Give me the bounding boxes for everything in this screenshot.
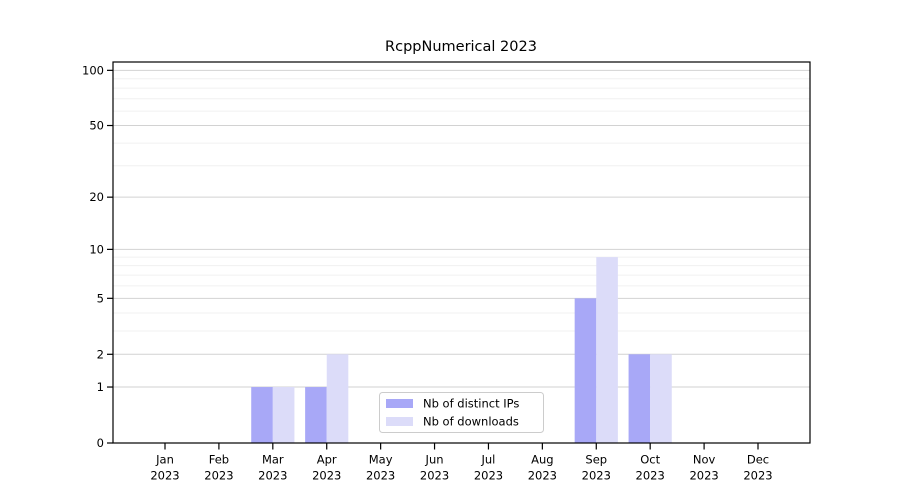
x-tick-sublabel-oct: 2023	[636, 469, 665, 483]
bar-mar-downloads	[272, 387, 295, 443]
y-tick-label-5: 5	[97, 291, 104, 305]
legend-label-distinct-ips: Nb of distinct IPs	[423, 397, 519, 411]
x-tick-sublabel-jan: 2023	[150, 469, 179, 483]
x-tick-sublabel-feb: 2023	[204, 469, 233, 483]
bar-sep-downloads	[596, 257, 618, 443]
y-tick-label-0: 0	[97, 436, 104, 450]
x-axis: Jan 2023 Feb 2023 Mar 2023 Apr 2023 May 2023 Jun 20…	[150, 443, 773, 483]
y-axis: 0 1 2 5 10 20 50 100	[82, 63, 113, 450]
x-tick-label-may: May	[369, 453, 393, 467]
x-tick-sublabel-dec: 2023	[743, 469, 772, 483]
x-tick-label-mar: Mar	[262, 453, 284, 467]
major-gridlines	[113, 69, 810, 388]
bar-mar-distinct-ips	[251, 387, 273, 443]
y-tick-label-1: 1	[97, 380, 104, 394]
x-tick-sublabel-apr: 2023	[312, 469, 341, 483]
x-tick-label-dec: Dec	[747, 453, 769, 467]
y-tick-label-100: 100	[82, 63, 104, 77]
bar-oct-downloads	[650, 354, 672, 443]
x-tick-label-aug: Aug	[531, 453, 553, 467]
legend-box	[379, 392, 544, 433]
x-tick-sublabel-jun: 2023	[420, 469, 449, 483]
x-tick-label-jan: Jan	[155, 453, 174, 467]
plot-border	[112, 61, 811, 444]
x-tick-sublabel-aug: 2023	[528, 469, 557, 483]
bar-sep-distinct-ips	[574, 298, 597, 443]
x-tick-sublabel-sep: 2023	[582, 469, 611, 483]
bar-apr-downloads	[326, 354, 349, 443]
y-tick-label-10: 10	[89, 242, 104, 256]
legend-swatch-downloads	[386, 417, 413, 426]
legend-label-downloads: Nb of downloads	[423, 415, 519, 429]
x-tick-label-apr: Apr	[317, 453, 337, 467]
x-tick-sublabel-jul: 2023	[474, 469, 503, 483]
x-tick-sublabel-mar: 2023	[258, 469, 287, 483]
x-tick-label-nov: Nov	[693, 453, 716, 467]
x-tick-sublabel-may: 2023	[366, 469, 395, 483]
legend: Nb of distinct IPs Nb of downloads	[379, 392, 544, 433]
x-tick-label-jul: Jul	[481, 453, 496, 467]
bar-oct-distinct-ips	[628, 354, 651, 443]
x-tick-label-sep: Sep	[585, 453, 607, 467]
chart-title: RcppNumerical 2023	[385, 39, 537, 55]
x-tick-label-oct: Oct	[640, 453, 660, 467]
x-tick-label-jun: Jun	[425, 453, 444, 467]
legend-swatch-distinct-ips	[386, 399, 413, 408]
x-tick-label-feb: Feb	[209, 453, 229, 467]
y-tick-label-2: 2	[97, 347, 104, 361]
y-tick-label-50: 50	[89, 119, 104, 133]
y-tick-label-20: 20	[89, 190, 104, 204]
bar-apr-distinct-ips	[305, 387, 327, 443]
bars	[251, 257, 672, 443]
minor-gridlines	[113, 78, 810, 332]
x-tick-sublabel-nov: 2023	[689, 469, 718, 483]
